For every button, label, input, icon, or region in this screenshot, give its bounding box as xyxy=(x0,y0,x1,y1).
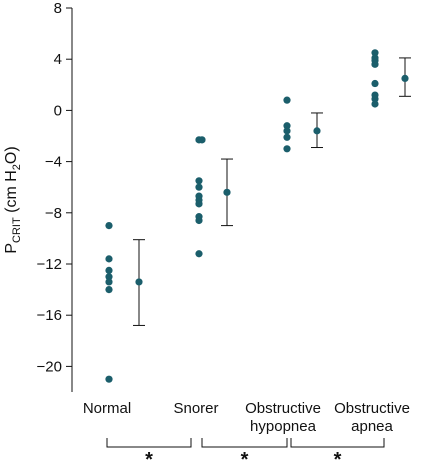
data-point xyxy=(105,266,113,274)
significance-marker: * xyxy=(145,449,153,468)
significance-bracket xyxy=(106,438,192,448)
significance-bracket xyxy=(201,438,288,448)
y-tick-label: −8 xyxy=(45,205,62,222)
mean-point xyxy=(223,188,231,196)
category-label: Obstructive xyxy=(334,400,410,417)
y-tick-label: −16 xyxy=(37,307,62,324)
data-point xyxy=(195,250,203,258)
category-label: hypopnea xyxy=(250,418,317,435)
y-axis-label: PCRIT (cm H2O) xyxy=(3,146,23,253)
data-point xyxy=(105,286,113,294)
y-tick-label: 4 xyxy=(54,51,62,68)
y-tick-label: −20 xyxy=(37,358,62,375)
y-axis-label-part: P xyxy=(3,243,20,254)
y-tick-label: 0 xyxy=(54,102,62,119)
category-label: Obstructive xyxy=(245,400,321,417)
mean-point xyxy=(401,74,409,82)
data-point xyxy=(105,375,113,383)
data-point xyxy=(105,278,113,286)
data-point xyxy=(105,255,113,263)
category-label: apnea xyxy=(351,418,393,435)
y-tick-label: −12 xyxy=(37,256,62,273)
significance-marker: * xyxy=(334,449,342,468)
data-point xyxy=(371,49,379,57)
data-point xyxy=(195,183,203,191)
y-tick-label: −4 xyxy=(45,154,62,171)
data-point xyxy=(371,60,379,68)
data-point xyxy=(283,133,291,141)
data-point xyxy=(195,177,203,185)
data-point xyxy=(195,216,203,225)
data-point xyxy=(283,145,291,153)
y-tick-label: 8 xyxy=(54,0,62,17)
data-point xyxy=(195,200,203,208)
y-axis-label-part: 2 xyxy=(11,164,23,170)
data-point xyxy=(283,122,291,130)
data-point xyxy=(105,222,113,230)
data-point xyxy=(198,136,206,144)
significance-marker: * xyxy=(241,449,249,468)
data-point xyxy=(105,273,113,281)
data-point xyxy=(283,127,291,135)
category-label: Snorer xyxy=(173,400,218,417)
mean-point xyxy=(135,278,143,286)
y-axis-label-part: (cm H xyxy=(3,170,20,217)
data-point xyxy=(371,79,379,88)
category-label: Normal xyxy=(83,400,131,417)
data-point xyxy=(371,100,379,108)
data-point xyxy=(371,95,379,103)
mean-point xyxy=(313,127,321,135)
y-axis-label-part: CRIT xyxy=(11,217,23,243)
data-point xyxy=(283,96,291,104)
significance-bracket xyxy=(290,438,385,448)
y-axis-label-part: O) xyxy=(3,146,20,164)
